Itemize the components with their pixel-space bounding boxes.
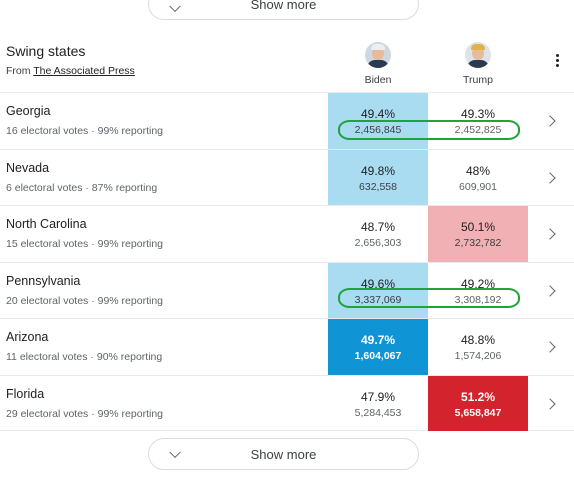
table-row-north-carolina[interactable]: North Carolina 15 electoral votes · 99% … bbox=[0, 205, 574, 262]
biden-pct: 47.9% bbox=[360, 389, 396, 404]
show-more-label: Show more bbox=[250, 446, 317, 462]
trump-pct: 48.8% bbox=[460, 333, 496, 347]
table-row-arizona[interactable]: Arizona 11 electoral votes · 90% reporti… bbox=[0, 318, 574, 375]
biden-pct: 49.6% bbox=[360, 276, 396, 291]
table-row-georgia[interactable]: Georgia 16 electoral votes · 99% reporti… bbox=[0, 92, 574, 149]
source-link[interactable]: The Associated Press bbox=[33, 65, 135, 77]
trump-result: 51.2% 5,658,847 bbox=[428, 375, 528, 431]
biden-votes: 3,337,069 bbox=[354, 293, 402, 306]
table-row-nevada[interactable]: Nevada 6 electoral votes · 87% reporting… bbox=[0, 148, 574, 206]
state-name: Florida bbox=[6, 386, 45, 401]
chevron-right-icon[interactable] bbox=[544, 228, 556, 240]
show-more-button-top[interactable]: Show more bbox=[148, 0, 419, 20]
state-meta: 29 electoral votes · 99% reporting bbox=[6, 407, 164, 420]
biden-avatar bbox=[365, 42, 391, 68]
trump-votes: 5,658,847 bbox=[454, 406, 502, 419]
biden-result: 48.7% 2,656,303 bbox=[328, 206, 428, 262]
biden-result: 49.4% 2,456,845 bbox=[328, 93, 428, 149]
state-meta: 15 electoral votes · 99% reporting bbox=[6, 238, 164, 250]
biden-result: 49.7% 1,604,067 bbox=[328, 319, 428, 375]
biden-votes: 2,656,303 bbox=[354, 237, 402, 249]
source-prefix: From bbox=[6, 65, 34, 77]
biden-result: 49.8% 632,558 bbox=[328, 149, 428, 205]
trump-votes: 3,308,192 bbox=[454, 293, 502, 306]
candidate-trump: Trump bbox=[428, 42, 528, 86]
candidate-name-biden: Biden bbox=[364, 74, 392, 86]
chevron-right-icon[interactable] bbox=[544, 171, 556, 184]
biden-result: 49.6% 3,337,069 bbox=[328, 262, 428, 318]
state-meta: 16 electoral votes · 99% reporting bbox=[6, 125, 164, 137]
state-name: Arizona bbox=[6, 330, 49, 344]
chevron-down-icon bbox=[169, 446, 181, 459]
table-row-florida[interactable]: Florida 29 electoral votes · 99% reporti… bbox=[0, 374, 574, 432]
show-more-button-bottom[interactable]: Show more bbox=[148, 438, 419, 470]
trump-result: 48.8% 1,574,206 bbox=[428, 319, 528, 375]
biden-votes: 5,284,453 bbox=[354, 406, 402, 419]
trump-votes: 609,901 bbox=[459, 180, 497, 193]
biden-pct: 48.7% bbox=[360, 220, 396, 234]
biden-votes: 632,558 bbox=[359, 180, 397, 193]
trump-avatar bbox=[465, 42, 491, 68]
trump-votes: 2,452,825 bbox=[454, 124, 502, 136]
more-vert-icon[interactable] bbox=[552, 54, 562, 70]
section-title: Swing states bbox=[6, 43, 86, 59]
trump-result: 48% 609,901 bbox=[428, 150, 528, 206]
biden-result: 47.9% 5,284,453 bbox=[328, 376, 428, 432]
results-table: Georgia 16 electoral votes · 99% reporti… bbox=[0, 92, 574, 431]
candidate-name-trump: Trump bbox=[463, 74, 493, 86]
candidate-biden: Biden bbox=[328, 42, 428, 86]
trump-pct: 48% bbox=[465, 163, 491, 178]
state-name: North Carolina bbox=[6, 217, 87, 231]
show-more-label: Show more bbox=[250, 0, 317, 12]
chevron-right-icon[interactable] bbox=[544, 341, 556, 353]
chevron-right-icon[interactable] bbox=[544, 397, 556, 410]
state-meta: 11 electoral votes · 90% reporting bbox=[6, 351, 163, 363]
trump-result: 49.2% 3,308,192 bbox=[428, 263, 528, 319]
trump-votes: 1,574,206 bbox=[454, 350, 502, 362]
table-row-pennsylvania[interactable]: Pennsylvania 20 electoral votes · 99% re… bbox=[0, 261, 574, 319]
trump-votes: 2,732,782 bbox=[454, 237, 502, 249]
trump-pct: 49.2% bbox=[460, 276, 496, 291]
trump-pct: 50.1% bbox=[460, 220, 496, 234]
trump-pct: 51.2% bbox=[460, 389, 496, 404]
biden-pct: 49.4% bbox=[360, 107, 396, 121]
biden-votes: 2,456,845 bbox=[354, 124, 402, 136]
source-line: From The Associated Press bbox=[6, 65, 135, 77]
biden-pct: 49.8% bbox=[360, 163, 396, 178]
trump-result: 49.3% 2,452,825 bbox=[428, 93, 528, 149]
trump-result: 50.1% 2,732,782 bbox=[428, 206, 528, 262]
swing-states-header: Swing states From The Associated Press B… bbox=[0, 30, 574, 92]
trump-pct: 49.3% bbox=[460, 107, 496, 121]
chevron-right-icon[interactable] bbox=[544, 115, 556, 127]
state-meta: 20 electoral votes · 99% reporting bbox=[6, 294, 164, 307]
state-meta: 6 electoral votes · 87% reporting bbox=[6, 181, 158, 194]
chevron-down-icon bbox=[169, 0, 181, 12]
biden-pct: 49.7% bbox=[360, 333, 396, 347]
state-name: Georgia bbox=[6, 104, 51, 118]
state-name: Nevada bbox=[6, 160, 50, 175]
chevron-right-icon[interactable] bbox=[544, 284, 556, 297]
state-name: Pennsylvania bbox=[6, 273, 81, 288]
biden-votes: 1,604,067 bbox=[354, 350, 402, 362]
